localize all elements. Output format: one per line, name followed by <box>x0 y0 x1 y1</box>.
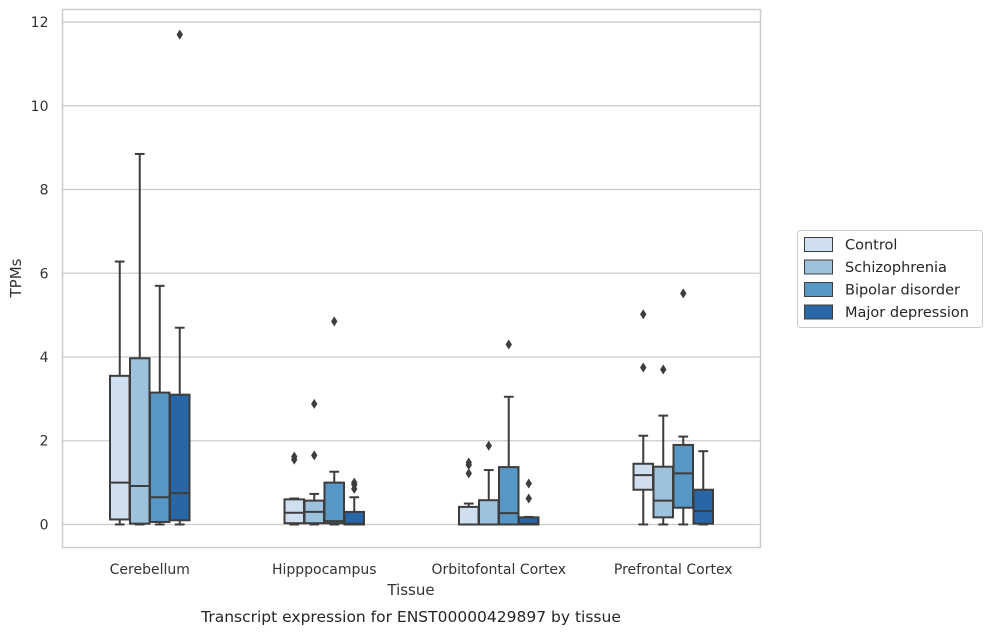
outlier-point <box>176 29 183 40</box>
box <box>478 499 500 526</box>
legend-label: Major depression <box>845 305 969 321</box>
outlier-point <box>291 451 298 462</box>
x-axis-ticks: Cerebellum Hipppocampus Orbitofontal Corte… <box>110 562 733 578</box>
legend-label: Control <box>845 238 897 254</box>
y-axis-ticks: 0 2 4 6 8 10 12 <box>31 15 49 533</box>
figure-caption: Transcript expression for ENST0000042989… <box>200 608 621 626</box>
outlier-point <box>525 493 532 504</box>
box-groups <box>109 29 714 526</box>
legend-frame <box>797 230 983 328</box>
box <box>652 465 674 519</box>
box <box>283 498 305 525</box>
outlier-point <box>640 362 647 373</box>
y-tick-label: 8 <box>40 183 49 199</box>
outlier-point <box>680 288 687 299</box>
box <box>343 510 365 526</box>
outlier-point <box>525 478 532 489</box>
box <box>169 393 191 522</box>
box <box>129 357 151 525</box>
box-group-prefrontal-cortex <box>632 288 714 526</box>
legend-label: Schizophrenia <box>845 260 947 276</box>
outlier-point <box>465 468 472 479</box>
outlier-point <box>640 309 647 320</box>
y-tick-label: 6 <box>40 266 49 282</box>
outlier-point <box>311 398 318 409</box>
outlier-point <box>505 339 512 350</box>
box <box>632 462 654 491</box>
y-tick-label: 12 <box>31 15 49 31</box>
outlier-point <box>465 457 472 468</box>
x-tick-label: Cerebellum <box>110 562 190 578</box>
outlier-point <box>485 440 492 451</box>
y-tick-label: 4 <box>40 350 49 366</box>
box-group-orbitofontal-cortex <box>458 339 540 526</box>
legend-swatch <box>804 259 833 275</box>
x-axis-title: Tissue <box>386 581 434 599</box>
legend: Control Schizophrenia Bipolar disorder Majo… <box>797 230 983 328</box>
outlier-point <box>331 316 338 327</box>
x-tick-label: Hipppocampus <box>272 562 377 578</box>
box <box>672 443 694 509</box>
x-tick-label: Orbitofontal Cortex <box>431 562 566 578</box>
outlier-point <box>311 450 318 461</box>
box <box>498 466 520 526</box>
box <box>458 505 480 526</box>
box <box>109 374 131 521</box>
y-tick-label: 2 <box>40 434 49 450</box>
box <box>323 481 345 525</box>
box <box>149 391 171 523</box>
outlier-point <box>660 364 667 375</box>
box-group-cerebellum <box>109 29 191 526</box>
legend-swatch <box>804 237 833 252</box>
box <box>692 488 714 525</box>
y-tick-label: 10 <box>31 99 49 115</box>
y-tick-label: 0 <box>40 517 49 533</box>
legend-label: Bipolar disorder <box>845 283 960 299</box>
outlier-point <box>351 477 358 488</box>
legend-swatch <box>804 304 833 320</box>
y-axis-title: TPMs <box>7 258 25 298</box>
box-group-hipppocampus <box>283 316 365 526</box>
x-tick-label: Prefrontal Cortex <box>614 562 733 578</box>
legend-swatch <box>804 282 833 297</box>
